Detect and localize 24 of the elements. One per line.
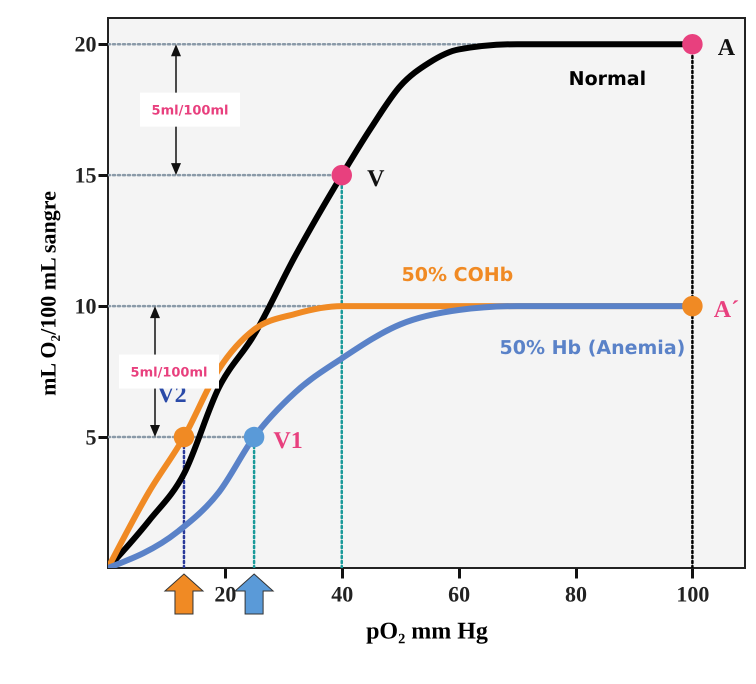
- y-tick-label: 10: [74, 294, 96, 319]
- x-tick-label: 80: [565, 582, 588, 606]
- point: [682, 296, 703, 316]
- y-axis-title: mL O₂/100 mL sangre: [36, 190, 60, 396]
- series-label: 50% Hb (Anemia): [499, 337, 686, 360]
- annotation: 5ml/100ml: [152, 104, 228, 119]
- series-label: Normal: [568, 68, 646, 90]
- x-tick-label: 20: [214, 582, 236, 606]
- point: [244, 426, 264, 448]
- x-axis-title: pO₂ mm Hg: [366, 618, 488, 644]
- annotation: 5ml/100ml: [130, 366, 208, 381]
- annotation: V: [367, 166, 386, 192]
- series-label: 50% COHb: [402, 264, 514, 286]
- annotation: A´: [714, 297, 740, 324]
- annotation: A: [718, 35, 736, 62]
- y-tick-label: 15: [74, 162, 96, 188]
- point: [682, 34, 703, 54]
- x-tick-label: 100: [676, 582, 710, 606]
- point: [332, 164, 352, 186]
- y-tick-label: 5: [86, 424, 96, 450]
- x-tick-label: 60: [448, 582, 470, 606]
- x-tick-label: 40: [331, 582, 354, 606]
- annotation: V1: [273, 428, 303, 454]
- y-tick-label: 20: [74, 32, 96, 57]
